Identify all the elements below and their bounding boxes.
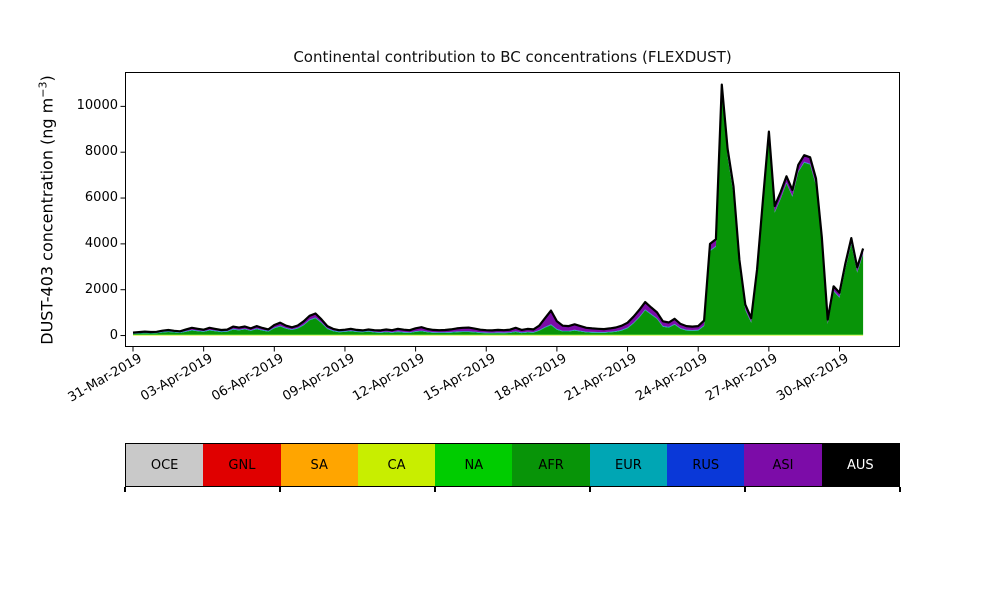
legend-item-rus: RUS — [667, 444, 745, 486]
legend-item-oce: OCE — [126, 444, 204, 486]
x-tick-label: 31-Mar-2019 — [65, 351, 145, 406]
legend-label: OCE — [150, 457, 179, 473]
legend-label: SA — [310, 457, 328, 473]
total-line — [132, 83, 865, 334]
legend-item-eur: EUR — [589, 444, 668, 486]
x-tick-label: 24-Apr-2019 — [633, 351, 711, 405]
legend-label: AUS — [846, 457, 874, 473]
y-axis-label-text: DUST-403 concentration (ng m — [37, 97, 57, 345]
legend-label: RUS — [692, 457, 720, 473]
legend-label: CA — [387, 457, 406, 473]
x-tick-label: 12-Apr-2019 — [350, 351, 428, 405]
area-layer-afr — [133, 93, 864, 335]
legend-item-afr: AFR — [512, 444, 590, 486]
y-axis-label-superscript: −3 — [36, 81, 50, 98]
x-tick-label: 15-Apr-2019 — [421, 351, 499, 405]
y-axis-label-close: ) — [37, 75, 57, 82]
legend-item-aus: AUS — [821, 444, 899, 486]
y-tick-label: 8000 — [84, 144, 118, 160]
legend-item-na: NA — [435, 444, 513, 486]
legend-label: EUR — [615, 457, 642, 473]
y-tick-label: 4000 — [84, 235, 118, 251]
legend-label: GNL — [228, 457, 256, 473]
legend-label: NA — [464, 457, 484, 473]
x-tick-label: 27-Apr-2019 — [703, 351, 781, 405]
legend-axis-tick — [744, 487, 746, 492]
legend-axis-tick — [434, 487, 436, 492]
y-tick-label: 2000 — [84, 281, 118, 297]
legend-axis-tick — [124, 487, 126, 492]
legend-axis-tick — [279, 487, 281, 492]
y-tick-label: 6000 — [84, 190, 118, 206]
y-tick-label: 10000 — [76, 98, 118, 114]
x-tick-label: 21-Apr-2019 — [562, 351, 640, 405]
legend: OCE GNL SA CA NA AFR EUR RUS ASI AUS — [125, 443, 900, 487]
legend-item-sa: SA — [280, 444, 358, 486]
x-tick-label: 30-Apr-2019 — [774, 351, 852, 405]
x-tick-label: 09-Apr-2019 — [279, 351, 357, 405]
legend-item-gnl: GNL — [203, 444, 281, 486]
plot-area — [120, 72, 900, 352]
plot-border — [125, 72, 900, 347]
x-tick-label: 06-Apr-2019 — [209, 351, 287, 405]
x-tick-label: 03-Apr-2019 — [138, 351, 216, 405]
legend-label: AFR — [538, 457, 564, 473]
chart-title: Continental contribution to BC concentra… — [293, 48, 732, 66]
x-tick-label: 18-Apr-2019 — [491, 351, 569, 405]
legend-axis-tick — [589, 487, 591, 492]
area-layer-ca — [133, 334, 864, 336]
legend-label: ASI — [772, 457, 794, 473]
legend-item-asi: ASI — [744, 444, 822, 486]
legend-item-ca: CA — [357, 444, 436, 486]
legend-axis-tick — [899, 487, 901, 492]
y-tick-label: 0 — [109, 327, 118, 343]
